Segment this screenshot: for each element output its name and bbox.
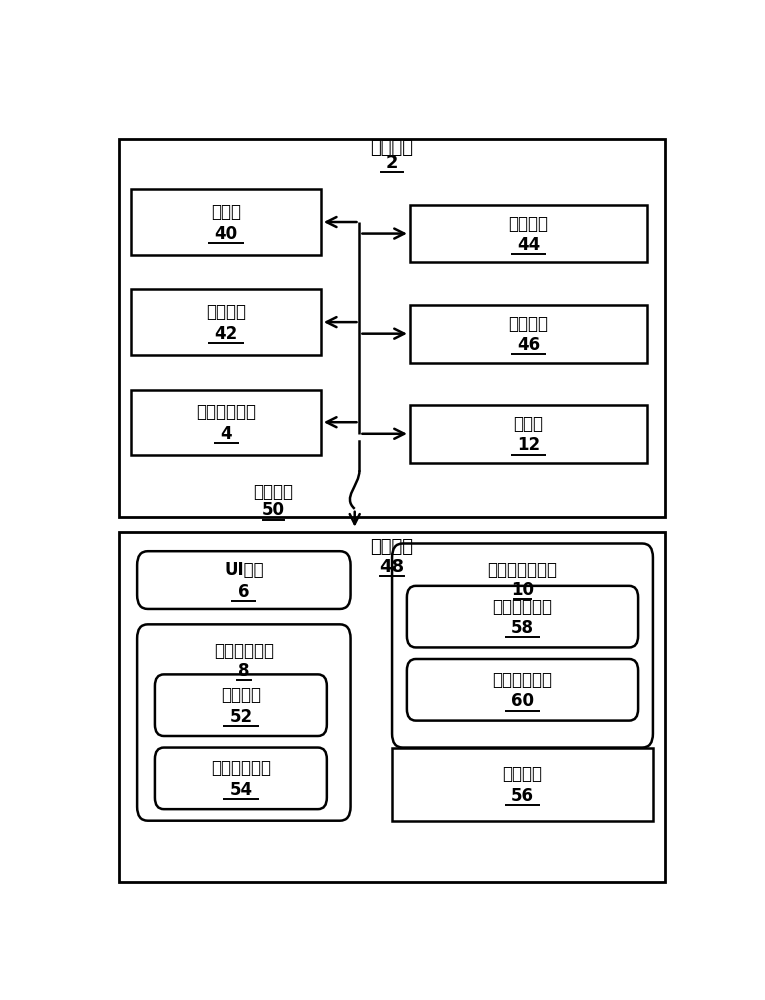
Text: 存储设备: 存储设备: [370, 538, 414, 556]
Text: 2: 2: [386, 154, 399, 172]
Text: 12: 12: [517, 436, 540, 454]
Text: 50: 50: [262, 501, 285, 519]
Text: 44: 44: [517, 236, 540, 254]
FancyBboxPatch shape: [137, 551, 350, 609]
Bar: [410, 205, 647, 262]
Text: 信息输出模块: 信息输出模块: [493, 598, 552, 616]
Text: 操作系统: 操作系统: [503, 765, 542, 783]
Bar: [410, 405, 647, 463]
Text: 传感器: 传感器: [513, 415, 543, 433]
Text: 用户接口设备: 用户接口设备: [196, 403, 256, 421]
Bar: [119, 532, 665, 882]
Text: 40: 40: [214, 225, 238, 243]
Text: 处理器: 处理器: [211, 203, 241, 221]
Text: 用户响应模块: 用户响应模块: [214, 642, 274, 660]
Text: 输出设备: 输出设备: [509, 315, 549, 333]
Bar: [132, 189, 321, 255]
Text: 6: 6: [238, 583, 249, 601]
Text: 58: 58: [511, 619, 534, 637]
Text: 60: 60: [511, 692, 534, 710]
Bar: [132, 390, 321, 455]
Bar: [132, 289, 321, 355]
Text: 4: 4: [220, 425, 232, 443]
Text: 输入设备: 输入设备: [206, 303, 246, 321]
Text: 通知客户端模块: 通知客户端模块: [487, 561, 558, 579]
Text: 通知设置模块: 通知设置模块: [493, 671, 552, 689]
FancyBboxPatch shape: [407, 659, 638, 721]
FancyBboxPatch shape: [137, 624, 350, 821]
FancyBboxPatch shape: [155, 748, 327, 809]
Bar: [119, 139, 665, 517]
Text: 54: 54: [230, 781, 252, 799]
Text: 计算设备: 计算设备: [370, 139, 414, 157]
Text: 通信信道: 通信信道: [253, 483, 294, 501]
Text: 交互模块: 交互模块: [221, 686, 261, 704]
Bar: [410, 305, 647, 363]
Text: 56: 56: [511, 787, 534, 805]
Text: 10: 10: [511, 581, 534, 599]
Text: 46: 46: [517, 336, 540, 354]
Text: 通信单元: 通信单元: [509, 215, 549, 233]
Text: 面部检测模块: 面部检测模块: [211, 759, 271, 777]
Bar: [392, 748, 653, 821]
FancyBboxPatch shape: [392, 544, 653, 748]
Text: 52: 52: [230, 708, 252, 726]
FancyBboxPatch shape: [155, 674, 327, 736]
Text: 48: 48: [379, 558, 405, 576]
Text: UI模块: UI模块: [224, 561, 264, 579]
Text: 42: 42: [214, 325, 238, 343]
Text: 8: 8: [238, 662, 249, 680]
FancyBboxPatch shape: [407, 586, 638, 647]
